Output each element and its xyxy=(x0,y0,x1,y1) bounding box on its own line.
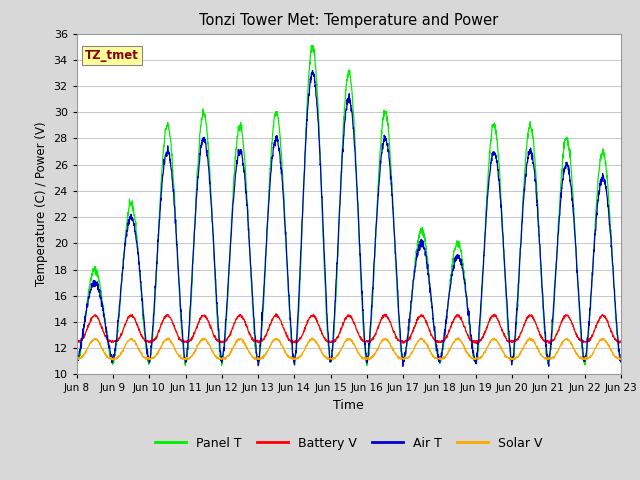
Solar V xyxy=(617,356,625,362)
Panel T xyxy=(584,333,592,338)
Solar V xyxy=(225,353,232,359)
Solar V xyxy=(584,355,592,361)
Line: Panel T: Panel T xyxy=(77,46,621,366)
Panel T xyxy=(73,358,81,363)
Solar V xyxy=(308,335,316,341)
Solar V xyxy=(73,355,81,361)
Air T xyxy=(399,363,406,369)
Battery V xyxy=(617,338,625,344)
Battery V xyxy=(376,319,384,324)
Solar V xyxy=(365,355,372,361)
Panel T xyxy=(218,363,225,369)
Panel T xyxy=(617,357,625,363)
Panel T xyxy=(570,196,577,202)
Solar V xyxy=(508,356,515,362)
Panel T xyxy=(508,359,515,364)
Solar V xyxy=(506,358,514,363)
Line: Battery V: Battery V xyxy=(77,314,621,344)
Panel T xyxy=(309,43,317,48)
Air T xyxy=(376,158,384,164)
Solar V xyxy=(376,340,384,346)
Battery V xyxy=(584,336,592,342)
Title: Tonzi Tower Met: Temperature and Power: Tonzi Tower Met: Temperature and Power xyxy=(199,13,499,28)
Line: Air T: Air T xyxy=(77,71,621,366)
Air T xyxy=(308,68,316,73)
Solar V xyxy=(570,345,577,351)
Air T xyxy=(73,360,81,366)
Battery V xyxy=(508,339,515,345)
Panel T xyxy=(365,350,372,356)
Legend: Panel T, Battery V, Air T, Solar V: Panel T, Battery V, Air T, Solar V xyxy=(150,432,548,455)
Battery V xyxy=(473,341,481,347)
Air T xyxy=(225,273,232,279)
Battery V xyxy=(272,311,280,317)
Text: TZ_tmet: TZ_tmet xyxy=(85,49,139,62)
X-axis label: Time: Time xyxy=(333,399,364,412)
Panel T xyxy=(225,273,232,279)
Y-axis label: Temperature (C) / Power (V): Temperature (C) / Power (V) xyxy=(35,122,48,286)
Panel T xyxy=(377,143,385,148)
Air T xyxy=(508,355,515,361)
Air T xyxy=(584,327,592,333)
Battery V xyxy=(570,324,577,329)
Battery V xyxy=(73,339,81,345)
Battery V xyxy=(225,334,232,340)
Air T xyxy=(617,359,625,365)
Line: Solar V: Solar V xyxy=(77,338,621,360)
Air T xyxy=(365,346,372,351)
Battery V xyxy=(365,339,372,345)
Air T xyxy=(570,209,577,215)
